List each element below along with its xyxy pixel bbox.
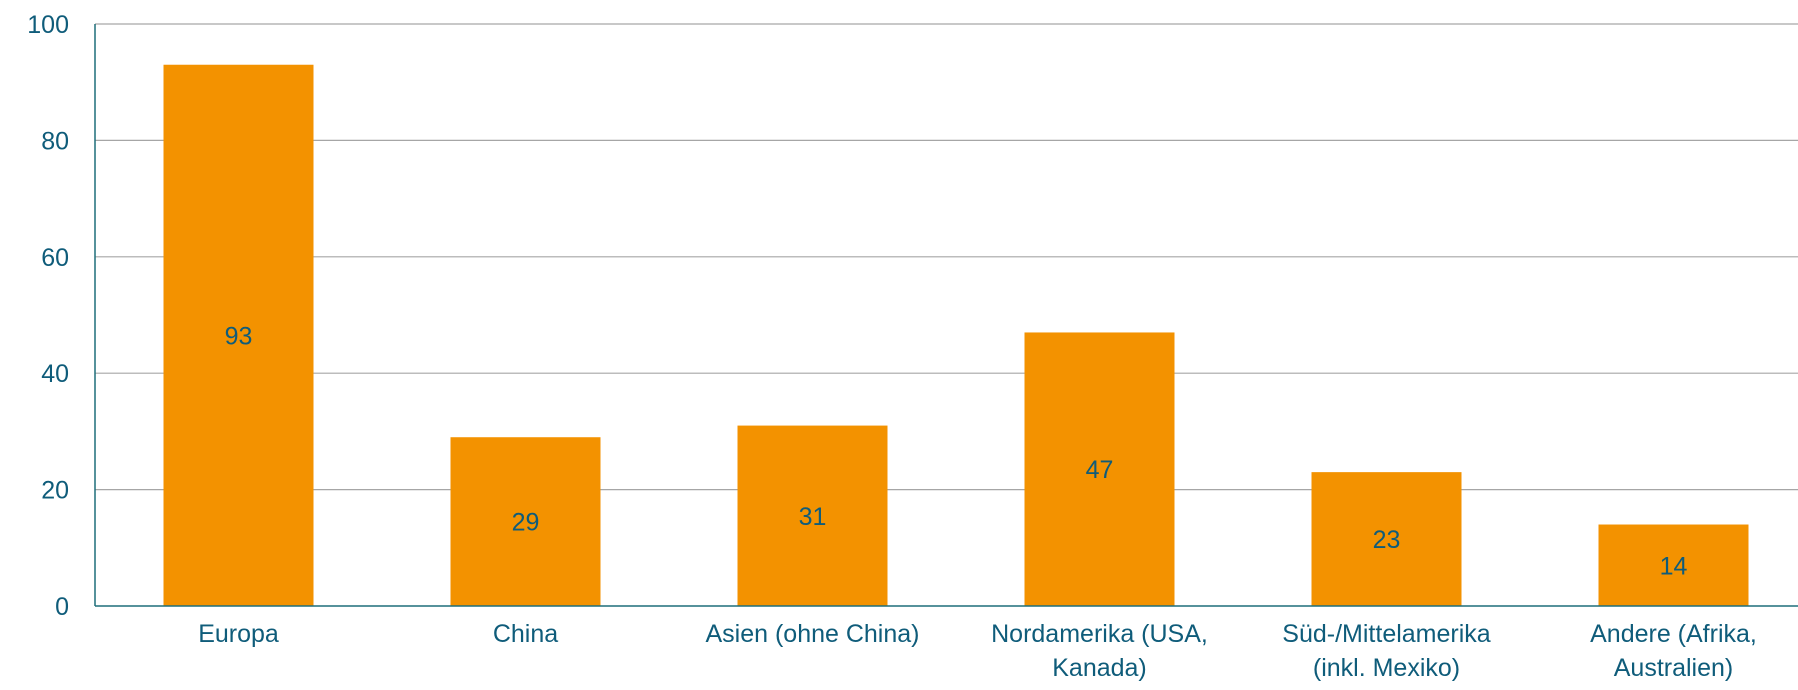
data-label: 23: [1373, 526, 1401, 554]
x-tick-label: Süd-/Mittelamerika (inkl. Mexiko): [1282, 620, 1490, 682]
y-tick-label: 20: [41, 477, 69, 505]
x-tick-label-line: Asien (ohne China): [705, 620, 919, 648]
x-tick-label: China: [493, 620, 558, 648]
y-tick-label: 60: [41, 244, 69, 272]
y-tick-label: 0: [55, 593, 69, 621]
bar: [1311, 472, 1462, 606]
data-label: 47: [1086, 456, 1114, 484]
bar: [450, 437, 601, 606]
bars: [163, 64, 1749, 607]
x-tick-label-line: (inkl. Mexiko): [1313, 654, 1460, 682]
axes: [94, 24, 1798, 607]
y-tick-label: 100: [27, 11, 69, 39]
gridlines: [95, 23, 1798, 491]
data-label: 31: [799, 503, 827, 531]
x-tick-label-line: Nordamerika (USA,: [991, 620, 1208, 648]
bar: [1024, 332, 1175, 606]
x-axis-tick-labels: Europa China Asien (ohne China) Nordamerika…: [198, 620, 1757, 682]
x-tick-label-line: Andere (Afrika,: [1590, 620, 1757, 648]
data-labels: 93 29 31 47 23 14: [225, 322, 1688, 580]
x-tick-label-line: Süd-/Mittelamerika: [1282, 620, 1490, 648]
x-tick-label-line: Australien): [1614, 654, 1734, 682]
x-tick-label-line: China: [493, 620, 558, 648]
x-tick-label-line: Kanada): [1052, 654, 1147, 682]
y-axis-tick-labels: 0 20 40 60 80 100: [27, 11, 69, 621]
data-label: 29: [512, 509, 540, 537]
x-tick-label-line: Europa: [198, 620, 279, 648]
bar: [737, 425, 888, 606]
x-tick-label: Nordamerika (USA, Kanada): [991, 620, 1208, 682]
data-label: 93: [225, 322, 253, 350]
x-tick-label: Andere (Afrika, Australien): [1590, 620, 1757, 682]
x-tick-label: Europa: [198, 620, 279, 648]
y-tick-label: 40: [41, 360, 69, 388]
x-tick-label: Asien (ohne China): [705, 620, 919, 648]
bar: [163, 64, 314, 607]
y-tick-label: 80: [41, 127, 69, 155]
data-label: 14: [1660, 552, 1688, 580]
bar: [1598, 524, 1749, 606]
